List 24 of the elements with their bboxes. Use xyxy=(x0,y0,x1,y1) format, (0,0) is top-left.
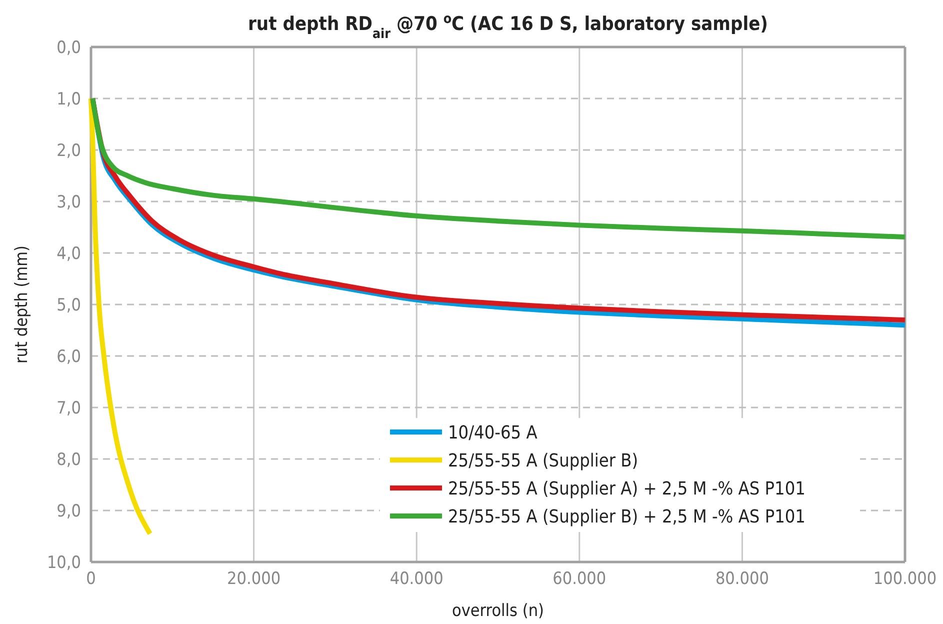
legend-label: 10/40-65 A xyxy=(448,422,538,444)
y-tick-label: 1,0 xyxy=(56,89,81,110)
y-tick-label: 0,0 xyxy=(56,38,81,58)
legend-label: 25/55-55 A (Supplier A) + 2,5 M -% AS P101 xyxy=(448,478,806,500)
legend-label: 25/55-55 A (Supplier B) xyxy=(448,450,638,472)
y-tick-label: 5,0 xyxy=(56,295,81,316)
x-tick-label: 40.000 xyxy=(390,569,444,589)
y-tick-label: 3,0 xyxy=(56,192,81,212)
y-tick-label: 2,0 xyxy=(56,140,81,161)
y-tick-label: 9,0 xyxy=(56,501,81,522)
x-tick-label: 100.000 xyxy=(873,569,937,589)
y-axis-title: rut depth (mm) xyxy=(12,246,32,364)
y-tick-label: 10,0 xyxy=(46,552,81,573)
x-tick-label: 0 xyxy=(86,569,96,589)
x-tick-label: 20.000 xyxy=(227,569,281,589)
y-tick-label: 6,0 xyxy=(56,346,81,367)
x-axis-title: overrolls (n) xyxy=(452,601,544,621)
legend-label: 25/55-55 A (Supplier B) + 2,5 M -% AS P101 xyxy=(448,506,806,528)
chart-title: rut depth RD$_{air}$ @70 $^{o}$C (AC 16 D S, laboratory sample) xyxy=(248,12,768,42)
y-tick-label: 8,0 xyxy=(56,450,81,470)
y-tick-label: 7,0 xyxy=(56,398,81,418)
x-tick-label: 60.000 xyxy=(552,569,606,589)
y-tick-label: 4,0 xyxy=(56,244,81,264)
x-tick-label: 80.000 xyxy=(715,569,769,589)
